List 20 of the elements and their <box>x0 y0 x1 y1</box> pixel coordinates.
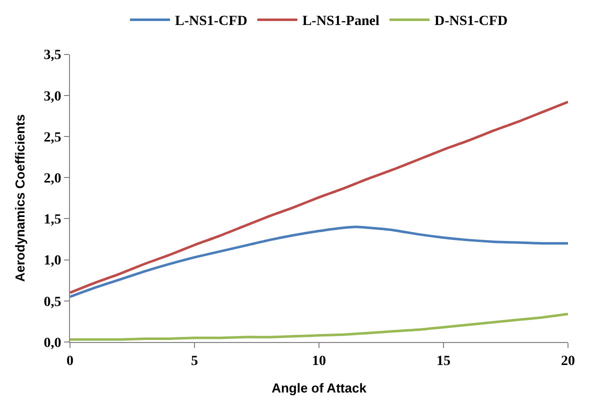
y-tick-label: 2,5 <box>44 130 62 146</box>
legend-label: L-NS1-Panel <box>302 14 380 30</box>
legend-label: D-NS1-CFD <box>434 14 508 30</box>
x-tick-label: 0 <box>66 354 74 369</box>
y-tick-label: 1,5 <box>44 212 62 228</box>
y-tick-label: 0,5 <box>44 294 62 310</box>
y-tick-label: 2,0 <box>44 171 62 186</box>
x-tick-label: 20 <box>561 354 575 369</box>
y-axis-title: Aerodynamics Coefficients <box>12 114 28 282</box>
y-tick-label: 3,5 <box>44 48 62 64</box>
line-series <box>70 226 568 298</box>
x-tick-label: 15 <box>436 354 450 369</box>
legend-label: L-NS1-CFD <box>175 14 248 30</box>
x-tick-label: 5 <box>191 354 198 369</box>
y-tick-label: 0,0 <box>44 336 62 351</box>
y-tick-label: 3,0 <box>44 89 62 104</box>
y-tick-label: 1,0 <box>44 254 62 269</box>
x-tick-label: 10 <box>312 354 326 369</box>
line-series <box>70 100 568 294</box>
x-axis-title: Angle of Attack <box>272 380 368 396</box>
